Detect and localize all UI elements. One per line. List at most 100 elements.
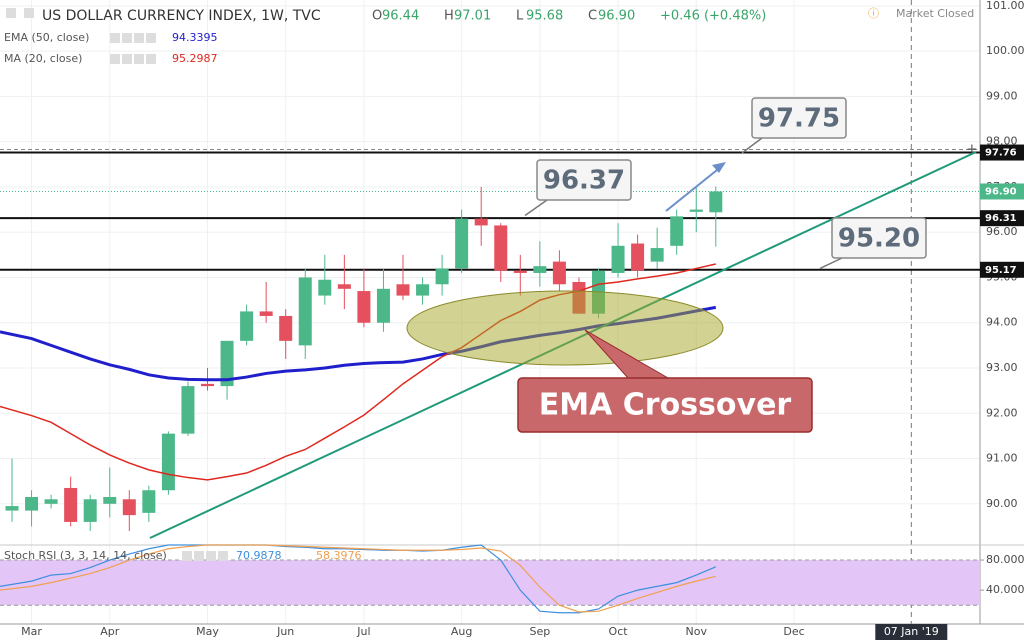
indicator-title: Stoch RSI (3, 3, 14, 14, close) — [4, 549, 167, 562]
legend-icon — [134, 54, 144, 64]
candle-body — [611, 245, 625, 273]
crosshair-label-bg — [875, 624, 948, 640]
legend-icon — [218, 551, 228, 561]
legend-name: EMA (50, close) — [4, 31, 89, 44]
price-badge — [980, 210, 1024, 227]
arrow-head — [712, 162, 726, 173]
price-badge-label: 96.31 — [985, 213, 1017, 224]
legend-icon — [122, 33, 132, 43]
price-badge-label: 95.17 — [985, 265, 1017, 276]
y-tick-label: 100.00 — [986, 44, 1024, 57]
indicator-line — [0, 263, 716, 481]
candle-body — [64, 487, 78, 522]
crosshair-plus: + — [966, 142, 978, 158]
y-tick-label: 40.000 — [986, 583, 1024, 596]
annotation-pointer — [819, 257, 843, 270]
candle-body — [670, 216, 684, 246]
candle-body — [122, 499, 136, 516]
candle-body — [25, 497, 39, 511]
candle-body — [455, 218, 469, 269]
highlight-ellipse — [406, 290, 724, 366]
candle-body — [44, 499, 58, 504]
legend-value: 70.9878 — [236, 549, 282, 562]
x-tick-label: Nov — [686, 625, 708, 638]
stoch-line — [0, 544, 717, 614]
candle-body — [513, 270, 527, 273]
candle-body — [318, 279, 332, 296]
x-tick-label: Jul — [356, 625, 370, 638]
ohlc-key: O — [372, 9, 382, 24]
x-tick-label: 07 Jan '19 — [884, 625, 939, 638]
x-tick-label: Dec — [783, 625, 804, 638]
legend-icon — [206, 551, 216, 561]
band-fill — [0, 560, 980, 606]
header: US DOLLAR CURRENCY INDEX, 1W, TVC ⓘ Mark… — [4, 7, 974, 65]
candle-body — [220, 340, 234, 387]
annotation-box — [831, 217, 927, 259]
candle-body — [5, 506, 19, 511]
ohlc-value: 97.01 — [454, 9, 491, 24]
legend-value: 58.3976 — [316, 549, 362, 562]
callout-box — [517, 377, 813, 433]
candle-body — [494, 225, 508, 271]
legend-name: MA (20, close) — [4, 52, 82, 65]
y-tick-label: 94.00 — [986, 316, 1018, 329]
x-tick-label: Jun — [276, 625, 294, 638]
chart-title: US DOLLAR CURRENCY INDEX, 1W, TVC — [42, 8, 321, 24]
candle-body — [259, 311, 273, 316]
market-status: Market Closed — [896, 7, 974, 20]
annotations: 07 Jan '19 97.76 96.31 95.17 96.90 +97.75 96.3… — [524, 97, 1024, 640]
candle-body — [552, 261, 566, 285]
annotation-label: 96.37 — [543, 166, 625, 196]
candle-body — [396, 284, 410, 296]
candle-body — [279, 315, 293, 341]
legend-icon — [134, 33, 144, 43]
candle-body — [650, 248, 664, 262]
x-tick-label: Sep — [529, 625, 550, 638]
price-badge-label: 97.76 — [985, 148, 1017, 159]
legend-icon — [122, 54, 132, 64]
price-change: +0.46 (+0.48%) — [660, 9, 766, 24]
legend-value: 94.3395 — [172, 31, 218, 44]
annotation-pointer — [741, 137, 763, 154]
legend-icon — [110, 33, 120, 43]
y-tick-label: 98.00 — [986, 135, 1018, 148]
price-badge — [980, 261, 1024, 278]
price-badge — [980, 183, 1024, 200]
ohlc-value: 96.44 — [382, 9, 419, 24]
candle-body — [376, 288, 390, 323]
price-badge-label: 96.90 — [985, 186, 1017, 197]
candle-body — [103, 497, 117, 504]
annotation-box — [751, 97, 847, 139]
legend-icon — [146, 54, 156, 64]
y-tick-label: 90.00 — [986, 497, 1018, 510]
status-icon: ⓘ — [868, 7, 879, 20]
legend-icon — [182, 551, 192, 561]
x-tick-label: Mar — [21, 625, 42, 638]
annotation-label: 97.75 — [758, 104, 840, 134]
y-tick-label: 93.00 — [986, 361, 1018, 374]
y-tick-label: 91.00 — [986, 452, 1018, 465]
candle-body — [83, 499, 97, 522]
x-tick-label: May — [196, 625, 219, 638]
candle-body — [240, 311, 254, 341]
legend-value: 95.2987 — [172, 52, 218, 65]
candle-body — [689, 209, 703, 212]
candle-body — [709, 191, 723, 213]
y-tick-label: 101.00 — [986, 0, 1024, 12]
candle-body — [298, 277, 312, 346]
candle-body — [161, 433, 175, 491]
arrow-line — [665, 165, 723, 212]
legend-icon — [146, 33, 156, 43]
legend-icon — [194, 551, 204, 561]
candle-body — [181, 386, 195, 434]
ohlc-key: C — [588, 9, 597, 24]
y-tick-label: 96.00 — [986, 225, 1018, 238]
stoch-line — [0, 544, 716, 613]
icon — [24, 8, 34, 18]
y-tick-label: 80.000 — [986, 553, 1024, 566]
candle-body — [201, 383, 214, 387]
candle-body — [337, 284, 351, 289]
y-tick-label: 92.00 — [986, 406, 1018, 419]
price-badge — [980, 144, 1024, 161]
